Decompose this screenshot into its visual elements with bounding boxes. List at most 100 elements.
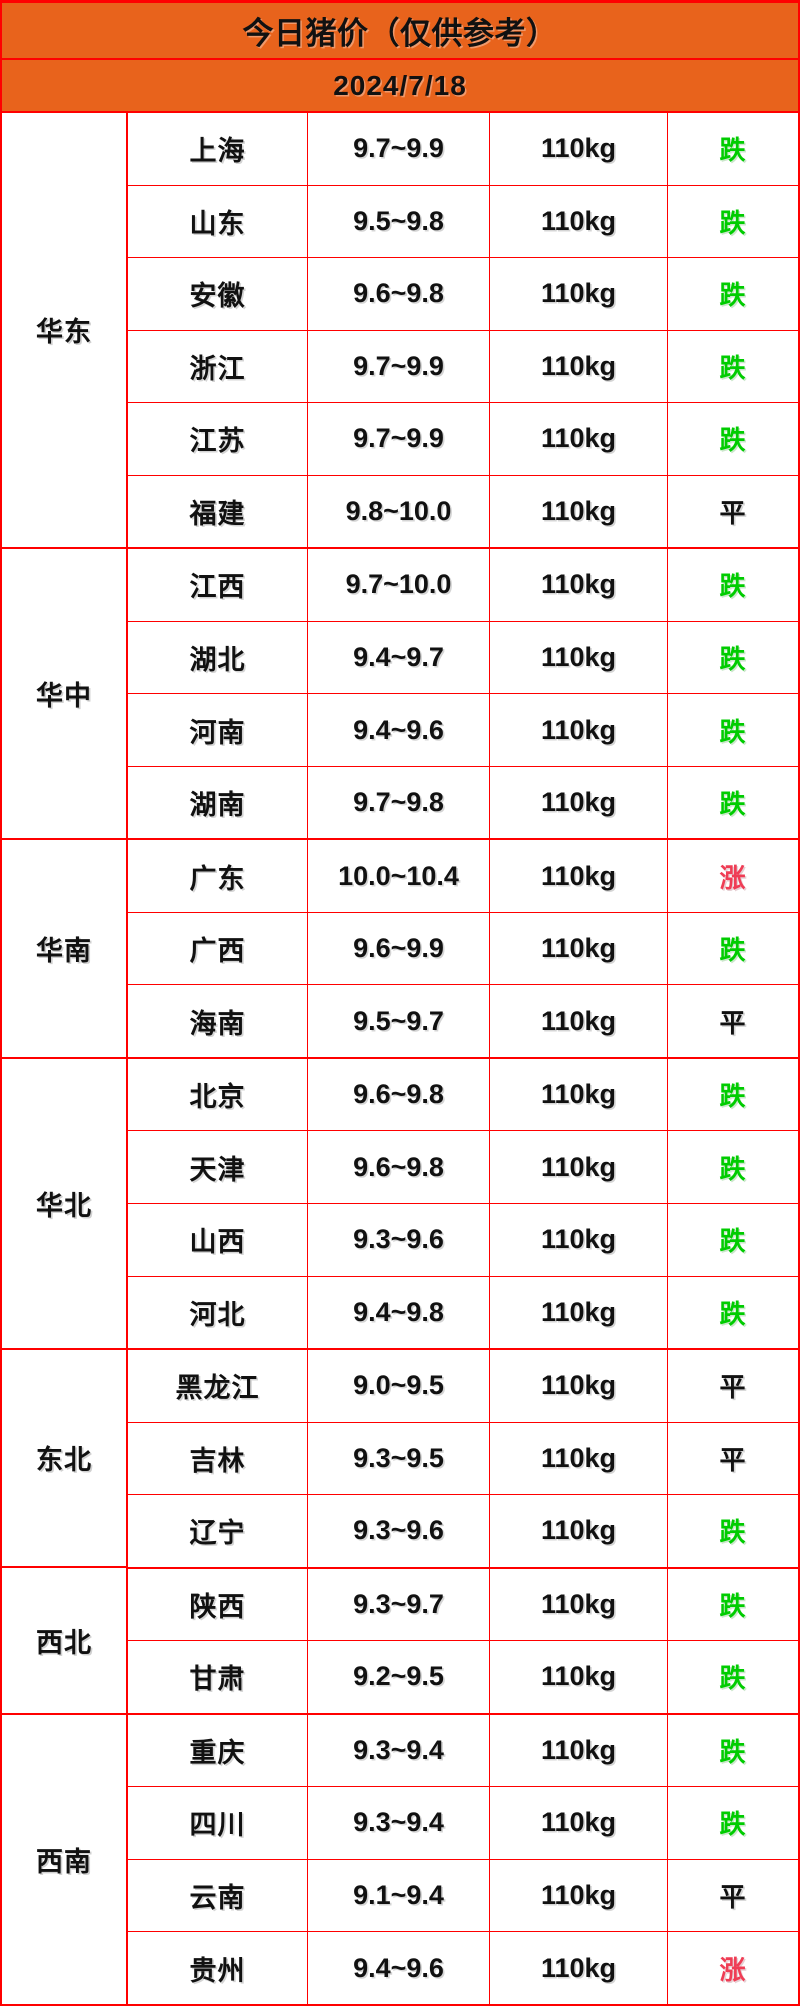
province-cell: 陕西 [128,1568,308,1641]
price-cell: 9.4~9.8 [308,1276,490,1349]
price-cell: 9.3~9.5 [308,1422,490,1495]
region-label: 西南 [2,1715,126,2004]
weight-cell: 110kg [490,1058,668,1131]
region-label-text: 华东 [36,317,92,348]
province-cell: 上海 [128,113,308,185]
price-cell: 9.4~9.7 [308,621,490,694]
province-cell: 北京 [128,1058,308,1131]
price-cell: 9.4~9.6 [308,694,490,766]
trend-cell: 跌 [719,280,747,311]
trend-cell: 跌 [719,716,747,747]
trend-cell: 涨 [719,1954,747,1985]
page-title: 今日猪价（仅供参考） [2,3,798,60]
price-cell: 9.7~9.8 [308,766,490,839]
table-row: 北京 9.6~9.8 110kg 跌 [128,1058,798,1132]
table-row: 甘肃 9.2~9.5 110kg 跌 [128,1641,798,1715]
weight-cell: 110kg [490,1641,668,1713]
price-cell: 9.3~9.4 [308,1787,490,1859]
region-label: 华中 [2,549,126,840]
province-cell: 辽宁 [128,1495,308,1567]
region-label: 西北 [2,1568,126,1715]
region-label-text: 西南 [36,1846,92,1877]
price-cell: 10.0~10.4 [308,840,490,912]
province-cell: 广东 [128,840,308,912]
price-cell: 9.3~9.6 [308,1495,490,1567]
trend-cell: 跌 [719,207,747,238]
weight-cell: 110kg [490,330,668,403]
price-cell: 9.3~9.6 [308,1203,490,1276]
weight-cell: 110kg [490,1203,668,1276]
weight-cell: 110kg [490,113,668,185]
price-cell: 9.7~9.9 [308,330,490,403]
trend-cell: 跌 [719,1081,747,1112]
trend-cell: 跌 [719,1736,747,1767]
table-row: 广西 9.6~9.9 110kg 跌 [128,912,798,986]
table-row: 江西 9.7~10.0 110kg 跌 [128,549,798,622]
table-row: 辽宁 9.3~9.6 110kg 跌 [128,1495,798,1569]
province-cell: 海南 [128,985,308,1057]
weight-cell: 110kg [490,1495,668,1567]
province-cell: 四川 [128,1787,308,1859]
province-cell: 福建 [128,475,308,548]
trend-cell: 涨 [719,862,747,893]
weight-cell: 110kg [490,912,668,985]
table-row: 浙江 9.7~9.9 110kg 跌 [128,330,798,404]
table-row: 陕西 9.3~9.7 110kg 跌 [128,1568,798,1642]
province-cell: 甘肃 [128,1641,308,1713]
trend-cell: 平 [719,1882,747,1913]
province-cell: 安徽 [128,258,308,330]
weight-cell: 110kg [490,694,668,766]
weight-cell: 110kg [490,840,668,912]
price-cell: 9.8~10.0 [308,475,490,548]
trend-cell: 跌 [719,1517,747,1548]
province-cell: 河北 [128,1276,308,1349]
weight-cell: 110kg [490,258,668,330]
weight-cell: 110kg [490,1568,668,1641]
weight-cell: 110kg [490,1276,668,1349]
weight-cell: 110kg [490,621,668,694]
table-row: 福建 9.8~10.0 110kg 平 [128,475,798,550]
trend-cell: 跌 [719,135,747,166]
weight-cell: 110kg [490,766,668,839]
region-label: 东北 [2,1350,126,1569]
trend-cell: 跌 [719,571,747,602]
province-cell: 湖北 [128,621,308,694]
weight-cell: 110kg [490,1859,668,1932]
table-row: 山西 9.3~9.6 110kg 跌 [128,1203,798,1277]
price-cell: 9.1~9.4 [308,1859,490,1932]
province-cell: 贵州 [128,1932,308,2004]
weight-cell: 110kg [490,985,668,1057]
price-cell: 9.6~9.8 [308,1058,490,1131]
weight-cell: 110kg [490,475,668,548]
trend-cell: 跌 [719,425,747,456]
price-cell: 9.5~9.7 [308,985,490,1057]
weight-cell: 110kg [490,1131,668,1203]
table-row: 上海 9.7~9.9 110kg 跌 [128,113,798,186]
province-cell: 黑龙江 [128,1350,308,1422]
price-cell: 9.4~9.6 [308,1932,490,2004]
trend-cell: 跌 [719,1153,747,1184]
rows-column: 上海 9.7~9.9 110kg 跌山东 9.5~9.8 110kg 跌安徽 9.6~9.8 1… [128,113,798,2004]
trend-cell: 跌 [719,643,747,674]
trend-cell: 跌 [719,1809,747,1840]
report-date: 2024/7/18 [2,60,798,113]
table-row: 广东 10.0~10.4 110kg 涨 [128,840,798,913]
price-cell: 9.7~10.0 [308,549,490,621]
table-row: 湖南 9.7~9.8 110kg 跌 [128,766,798,841]
province-cell: 河南 [128,694,308,766]
price-cell: 9.5~9.8 [308,185,490,258]
trend-cell: 平 [719,1444,747,1475]
region-label-text: 华中 [36,680,92,711]
province-cell: 吉林 [128,1422,308,1495]
weight-cell: 110kg [490,185,668,258]
price-cell: 9.3~9.4 [308,1714,490,1787]
weight-cell: 110kg [490,549,668,621]
price-cell: 9.2~9.5 [308,1641,490,1713]
table-row: 安徽 9.6~9.8 110kg 跌 [128,258,798,331]
price-cell: 9.0~9.5 [308,1350,490,1422]
table-row: 四川 9.3~9.4 110kg 跌 [128,1787,798,1860]
weight-cell: 110kg [490,1787,668,1859]
trend-cell: 平 [719,1007,747,1038]
table-row: 贵州 9.4~9.6 110kg 涨 [128,1932,798,2004]
